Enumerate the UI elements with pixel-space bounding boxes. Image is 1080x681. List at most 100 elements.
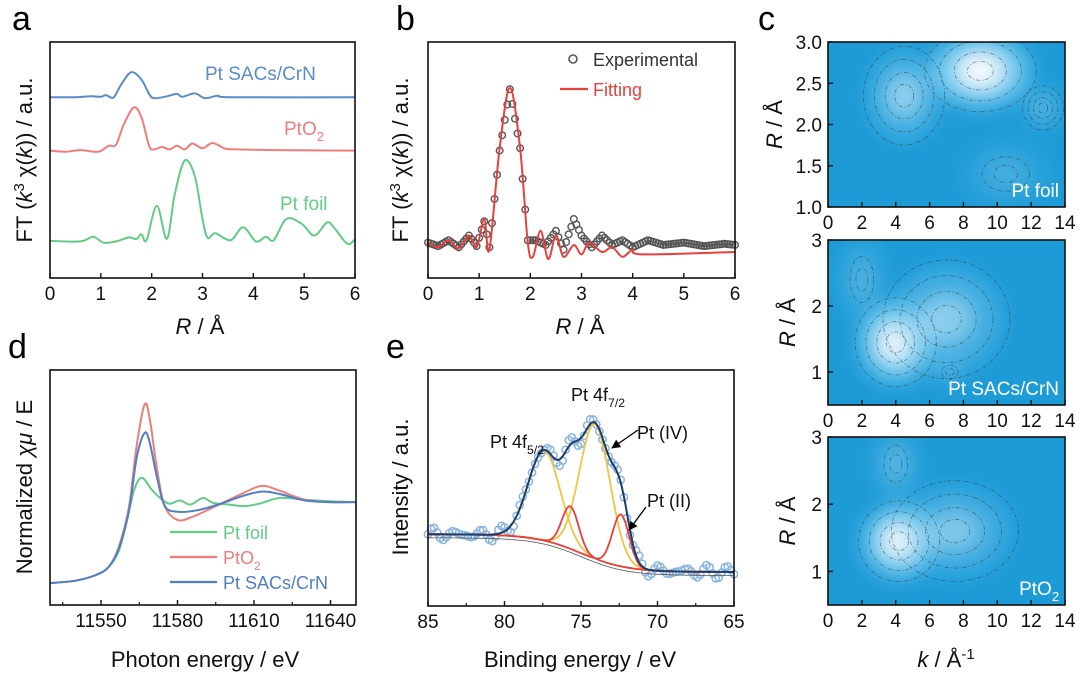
- x-axis-title: R / Å: [556, 314, 605, 339]
- x-tick-label: 2: [146, 284, 157, 305]
- panel-label-a: a: [12, 0, 31, 38]
- x-axis-title-part: / Å: [571, 314, 604, 339]
- annotation-pt-4f72-part: Pt 4f: [571, 385, 609, 405]
- y-axis-title-part: 3: [11, 183, 28, 191]
- x-axis-title-part: Photon energy / eV: [111, 647, 300, 672]
- x-tick-label: 12: [1021, 411, 1042, 432]
- y-axis-title-part: χμ: [12, 433, 37, 459]
- x-tick-label: 2: [857, 411, 868, 432]
- map-label-part: Pt foil: [1011, 181, 1059, 202]
- x-tick-label: 10: [987, 611, 1008, 632]
- experimental-point: [490, 532, 500, 542]
- heatmap-maximum: [851, 259, 873, 300]
- legend-experimental-marker: [568, 54, 578, 64]
- heatmap-maximum: [1034, 99, 1052, 117]
- y-axis-title: R / Å: [775, 496, 800, 545]
- y-tick-label: 2.5: [796, 74, 822, 95]
- x-tick-label: 11550: [75, 611, 126, 632]
- y-axis-title: R / Å: [775, 298, 800, 347]
- y-axis-title-part: R: [775, 331, 800, 347]
- legend-label-part: Pt SACs/CrN: [223, 573, 328, 593]
- experimental-point: [562, 238, 571, 247]
- contour-line: [889, 454, 903, 474]
- x-tick-label: 11610: [228, 611, 279, 632]
- y-tick-label: 3: [811, 428, 822, 449]
- y-axis-title-part: k: [12, 146, 37, 158]
- x-tick-label: 1: [96, 284, 107, 305]
- contour-line: [884, 72, 924, 120]
- heatmap-maximum: [958, 54, 1003, 88]
- legend-label: Pt foil: [223, 523, 268, 543]
- heatmap-maximum: [885, 447, 906, 481]
- series-label-part: Pt foil: [280, 194, 328, 215]
- arrow-pt-iv: [611, 429, 639, 449]
- arrow-pt-ii: [628, 506, 647, 531]
- x-tick-label: 0: [823, 611, 834, 632]
- contour-line: [899, 275, 994, 364]
- y-axis-title-part: / Å: [775, 298, 800, 331]
- series-label: Pt SACs/CrN: [205, 64, 316, 85]
- contour-line: [868, 511, 930, 572]
- y-tick-label: 1.5: [796, 157, 822, 178]
- series-label-part: PtO: [284, 119, 317, 140]
- y-tick-label: 1: [811, 562, 822, 583]
- contour-line: [885, 331, 906, 354]
- x-axis-title-part: / Å: [928, 647, 961, 672]
- y-axis-title: R / Å: [762, 100, 787, 149]
- panel-label-b: b: [396, 0, 415, 38]
- contour-line: [945, 368, 955, 376]
- map-label-part: 2: [1052, 589, 1059, 604]
- x-tick-label: 11580: [152, 611, 203, 632]
- y-axis-title-part: / Å: [762, 100, 787, 133]
- panel-label-c: c: [758, 0, 775, 38]
- fitting-line: [427, 86, 736, 261]
- legend-fitting-label: Fitting: [593, 80, 642, 100]
- y-tick-label: 1.0: [796, 198, 822, 219]
- contour-line: [1022, 85, 1064, 131]
- contour-line: [924, 507, 985, 556]
- y-axis-title-part: )) / a.u.: [12, 78, 37, 148]
- contour-line: [941, 364, 959, 380]
- annotation-pt-4f52: Pt 4f5/2: [490, 432, 544, 457]
- experimental-point: [472, 242, 481, 251]
- contour-line: [863, 45, 946, 146]
- heatmap-maximum: [942, 366, 957, 378]
- y-axis-title-part: 3: [387, 183, 404, 191]
- contour-line: [1033, 97, 1053, 119]
- x-axis-title-part: R: [556, 314, 572, 339]
- y-tick-label: 1: [811, 363, 822, 384]
- x-tick-label: 12: [1021, 213, 1042, 234]
- x-tick-label: 4: [890, 213, 901, 234]
- x-tick-label: 4: [248, 284, 259, 305]
- wavelet-map: 1 2 3 Pt SACs/CrN R / Å: [775, 231, 1065, 405]
- y-axis-title-part: R: [762, 133, 787, 149]
- contour-line: [993, 164, 1019, 184]
- envelope-line: [428, 421, 734, 573]
- panel-label-e: e: [386, 328, 405, 366]
- x-tick-label: 65: [723, 612, 744, 633]
- y-tick-label: 3: [811, 231, 822, 252]
- x-tick-label: 2: [857, 213, 868, 234]
- annotation-pt-4f52-part: 5/2: [527, 443, 544, 457]
- experimental-point: [505, 85, 514, 94]
- x-axis-title-part: Binding energy / eV: [484, 647, 676, 672]
- x-tick-label: 2: [857, 611, 868, 632]
- x-tick-label: 6: [730, 284, 741, 305]
- x-tick-label: 0: [823, 411, 834, 432]
- contour-line: [931, 304, 962, 334]
- x-tick-label: 0: [45, 284, 56, 305]
- x-tick-label: 6: [350, 284, 361, 305]
- x-tick-label: 1: [474, 284, 485, 305]
- annotation-pt-4f72: Pt 4f7/2: [571, 385, 625, 410]
- contour-line: [849, 256, 875, 304]
- contour-line: [953, 51, 1007, 91]
- annotation-pt-4f52-part: Pt 4f: [490, 432, 528, 452]
- contour-line: [883, 444, 908, 484]
- y-axis-title-part: k: [388, 191, 413, 203]
- x-tick-label: 8: [958, 213, 969, 234]
